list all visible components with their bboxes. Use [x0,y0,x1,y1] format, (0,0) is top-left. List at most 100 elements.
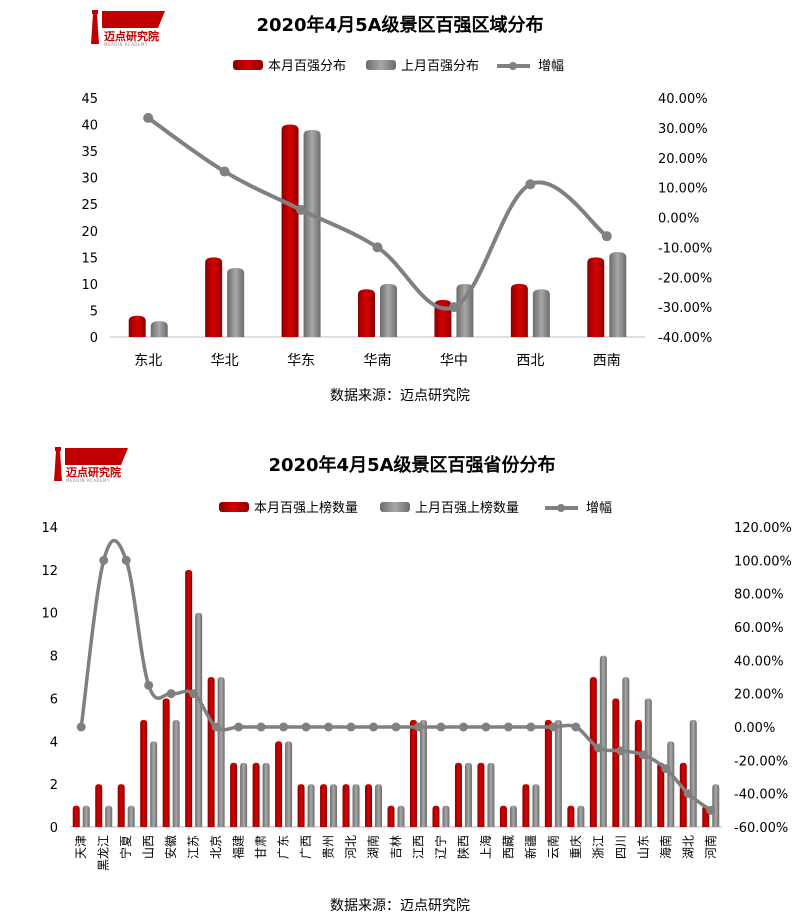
x-tick-label: 北京 [209,835,223,859]
y2-tick-label: 20.00% [658,152,708,167]
x-tick-label: 江苏 [187,835,201,859]
x-tick-label: 宁夏 [118,835,133,859]
y2-tick-label: -60.00% [734,821,788,836]
bar-previous [127,805,135,827]
logo-tower-icon [54,451,62,481]
growth-point [436,722,446,732]
bar-current [320,784,328,827]
bar-current [281,124,299,337]
growth-point [458,722,468,732]
y2-tick-label: 0.00% [734,721,775,736]
bar-current [522,784,530,827]
x-tick-label: 福建 [231,835,246,859]
logo-name: 迈点研究院 [104,29,159,43]
bar-previous [307,784,315,827]
bar-current [679,762,687,827]
x-tick-label: 华东 [287,353,315,369]
bar-previous [509,805,517,827]
bar-current [432,805,440,827]
growth-point [601,231,612,242]
bar-previous [532,784,540,827]
x-tick-label: 辽宁 [433,835,448,859]
y-tick-label: 15 [81,251,98,266]
x-tick-label: 湖南 [366,835,381,859]
growth-point [638,750,648,760]
growth-point [616,746,626,756]
bar-current [275,741,283,827]
bar-current [358,289,375,337]
bar-current [72,805,80,827]
bar-current [612,698,620,827]
growth-point [391,722,401,732]
y2-tick-label: -10.00% [658,241,712,256]
bar-current [297,784,305,827]
legend-swatch-previous [366,60,396,70]
bar-current [205,257,223,337]
logo-flag-icon [102,11,165,28]
x-tick-label: 安徽 [163,835,178,859]
x-tick-label: 华南 [364,353,392,369]
y-tick-label: 20 [81,225,98,240]
growth-point [143,112,154,123]
bar-current [117,784,125,827]
bar-current [657,762,665,827]
bar-current [544,719,552,827]
bar-previous [456,283,474,337]
bar-previous [419,719,427,827]
bar-current [510,283,528,337]
bar-current [634,719,642,827]
growth-point [296,204,307,215]
y-tick-label: 10 [81,278,98,293]
bar-current [409,719,417,827]
growth-point [301,722,311,732]
y-tick-label: 35 [81,145,98,160]
bar-current [454,762,462,827]
x-tick-label: 黑龙江 [97,835,111,871]
x-tick-label: 新疆 [523,835,538,859]
bar-previous [227,267,245,337]
x-tick-label: 广西 [299,835,313,859]
y2-tick-label: 100.00% [734,554,792,569]
x-tick-label: 西北 [516,353,544,369]
x-tick-label: 四川 [614,835,628,859]
growth-point [525,179,536,190]
x-tick-label: 贵州 [322,835,336,859]
y-tick-label: 0 [50,821,58,836]
growth-point [256,722,266,732]
bar-current [387,805,395,827]
x-tick-label: 重庆 [569,835,583,859]
bar-previous [689,719,697,827]
logo-tower-icon [91,14,99,44]
growth-point [144,680,154,690]
bar-current [365,784,373,827]
bar-previous [82,805,90,827]
y2-tick-label: 80.00% [734,588,784,603]
legend-marker-growth [509,62,517,70]
legend: 本月百强分布 上月百强分布 增幅 [233,59,564,74]
growth-point [503,722,513,732]
bar-current [252,762,260,827]
data-source: 数据来源：迈点研究院 [330,388,470,404]
bar-previous [217,677,225,827]
logo-flag-icon [65,448,128,465]
bar-previous [150,741,158,827]
growth-point [121,555,131,565]
plot-area: 0 5 10 15 20 25 30 35 40 45 -40.00% -30.00% -20.00% -… [81,92,712,369]
y2-tick-label: 60.00% [734,621,784,636]
y2-tick-label: -20.00% [658,271,712,286]
bar-current [499,805,507,827]
y-tick-label: 10 [41,607,58,622]
legend-label-current: 本月百强上榜数量 [254,500,358,516]
growth-point [346,722,356,732]
y2-tick-label: 40.00% [734,654,784,669]
legend: 本月百强上榜数量 上月百强上榜数量 增幅 [219,500,612,516]
logo-sub: MEADIN ACADEMY [66,478,110,483]
growth-point [211,722,221,732]
legend-marker-growth [557,504,565,512]
logo-2: 迈点研究院 MEADIN ACADEMY [54,447,128,483]
bar-previous [380,283,397,337]
growth-point [661,764,671,774]
y-tick-label: 30 [81,172,98,187]
y-tick-label: 8 [50,650,58,665]
bar-previous [644,698,652,827]
